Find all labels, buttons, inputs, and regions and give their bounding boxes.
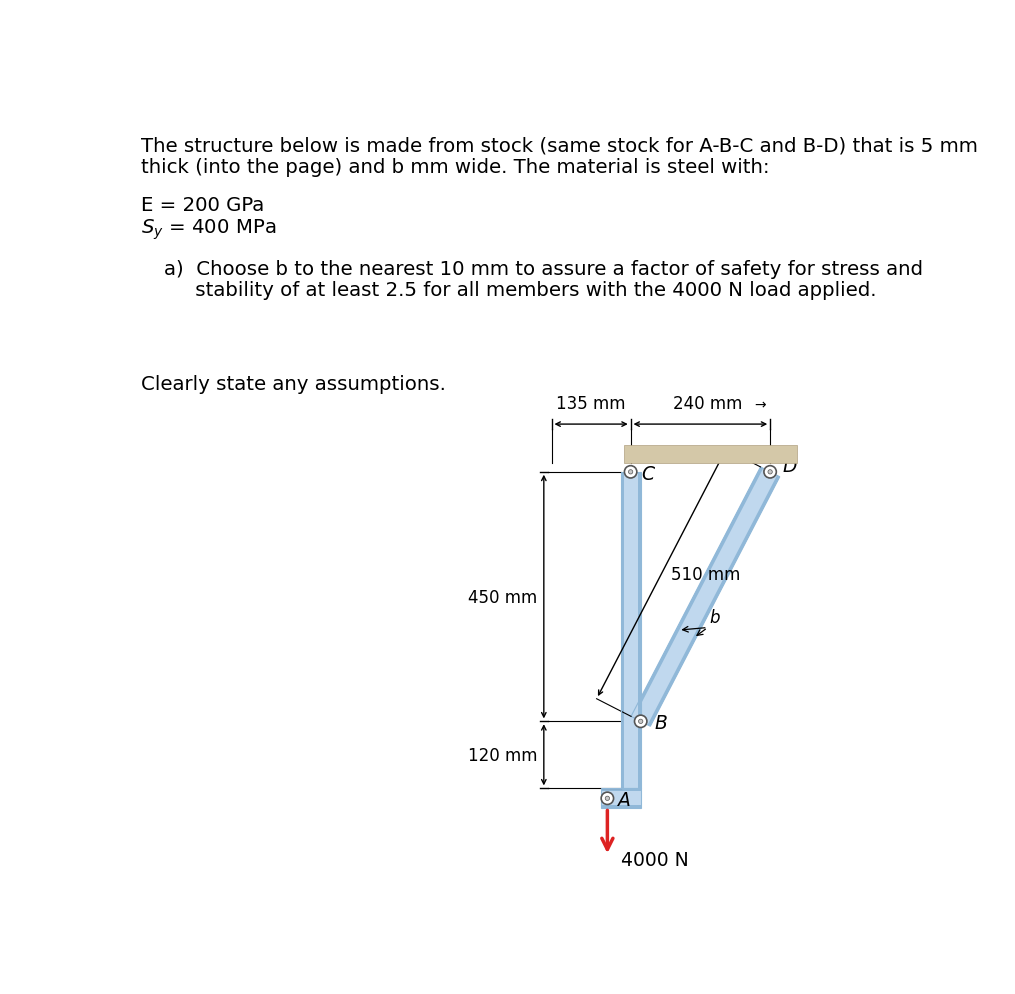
- Text: 450 mm: 450 mm: [468, 588, 538, 606]
- Bar: [601, 788, 640, 791]
- Text: 135 mm: 135 mm: [556, 395, 626, 413]
- Text: B: B: [655, 714, 668, 733]
- Bar: [620, 472, 623, 788]
- Text: a)  Choose b to the nearest 10 mm to assure a factor of safety for stress and: a) Choose b to the nearest 10 mm to assu…: [164, 260, 923, 279]
- Circle shape: [601, 792, 614, 805]
- Text: 510 mm: 510 mm: [671, 566, 740, 583]
- Text: The structure below is made from stock (same stock for A-B-C and B-D) that is 5 : The structure below is made from stock (…: [141, 136, 977, 155]
- Polygon shape: [631, 467, 780, 727]
- Text: E = 200 GPa: E = 200 GPa: [141, 196, 264, 215]
- Text: 4000 N: 4000 N: [621, 851, 689, 870]
- Text: stability of at least 2.5 for all members with the 4000 N load applied.: stability of at least 2.5 for all member…: [164, 281, 877, 300]
- Circle shape: [764, 466, 776, 478]
- Bar: [601, 788, 640, 808]
- Circle shape: [605, 796, 610, 800]
- Text: $S_y$ = 400 MPa: $S_y$ = 400 MPa: [141, 218, 276, 243]
- Text: thick (into the page) and b mm wide. The material is steel with:: thick (into the page) and b mm wide. The…: [141, 158, 769, 177]
- Bar: [620, 472, 640, 788]
- Bar: [601, 788, 640, 808]
- Text: D: D: [783, 456, 797, 476]
- Text: 240 mm: 240 mm: [673, 395, 743, 413]
- Text: 120 mm: 120 mm: [468, 746, 538, 764]
- Text: A: A: [618, 790, 631, 809]
- Text: →: →: [754, 399, 766, 413]
- Circle shape: [768, 470, 772, 474]
- Polygon shape: [631, 467, 763, 718]
- Circle shape: [638, 720, 642, 724]
- Circle shape: [628, 470, 632, 474]
- Bar: [637, 472, 640, 788]
- Text: b: b: [709, 608, 720, 626]
- Polygon shape: [648, 476, 780, 727]
- Bar: [620, 472, 640, 788]
- Bar: [624, 445, 797, 463]
- Text: Clearly state any assumptions.: Clearly state any assumptions.: [141, 375, 446, 394]
- Bar: [601, 805, 640, 808]
- Circle shape: [634, 716, 647, 728]
- Text: C: C: [641, 464, 655, 483]
- Circle shape: [624, 466, 636, 478]
